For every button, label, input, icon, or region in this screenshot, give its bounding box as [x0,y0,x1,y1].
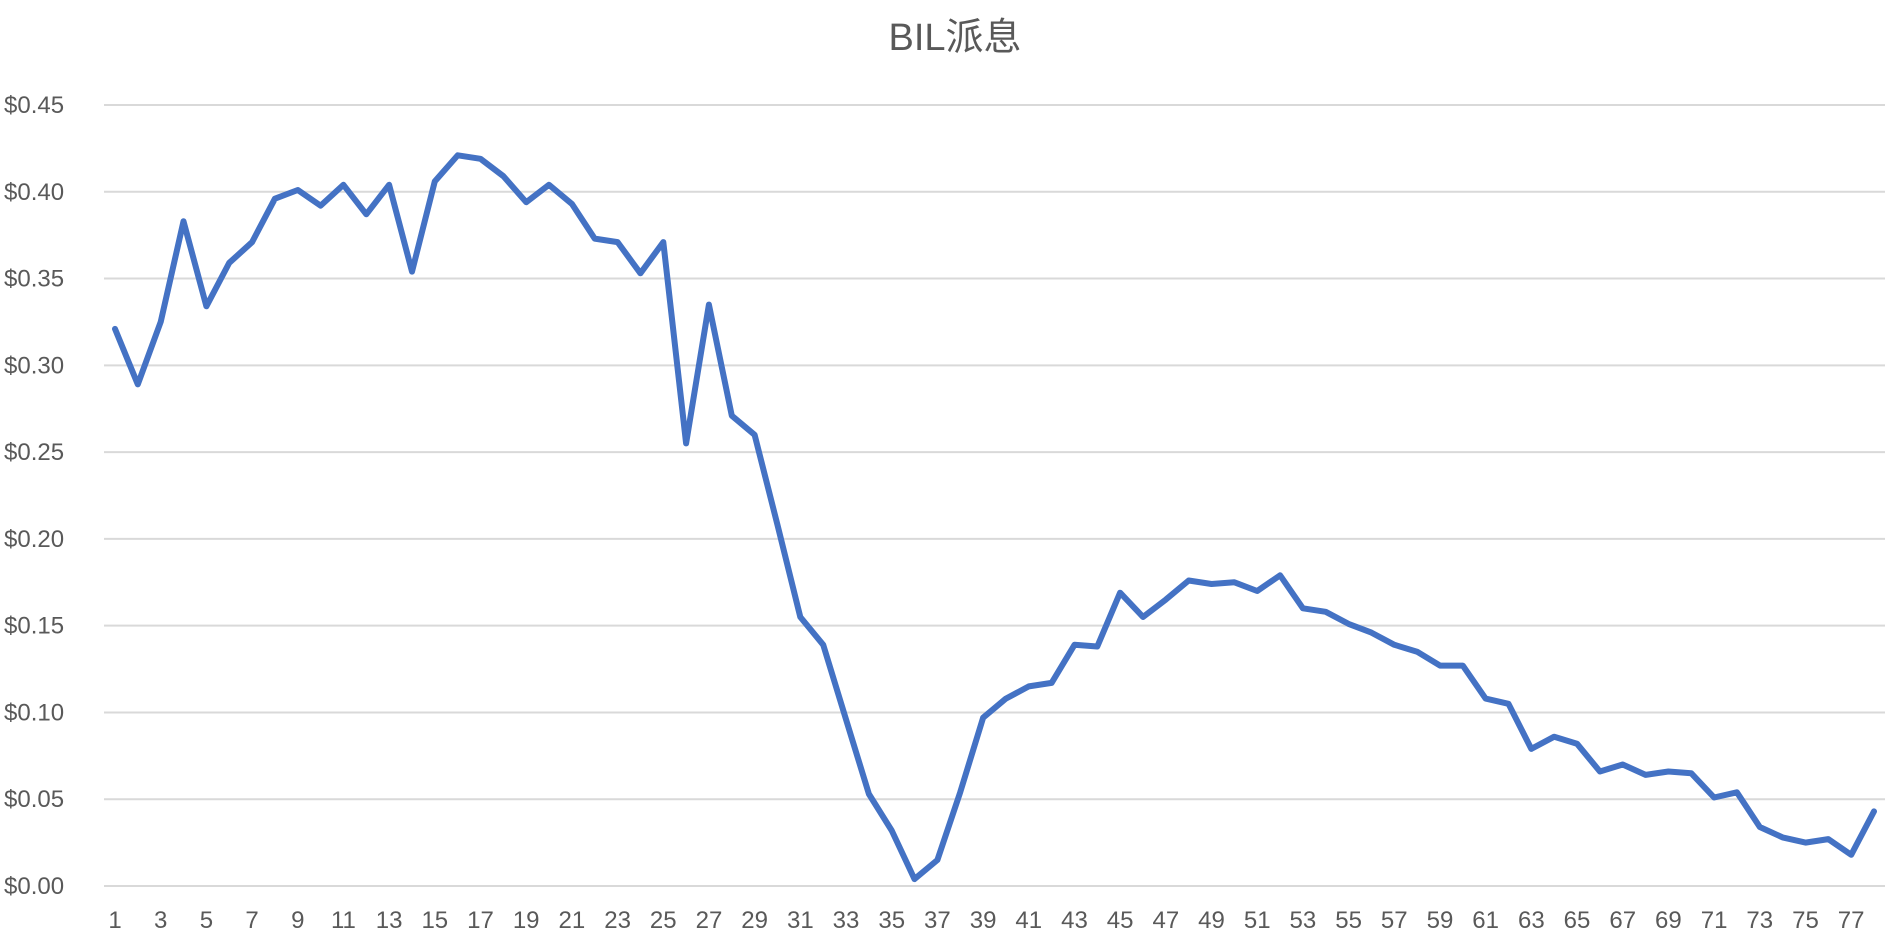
y-tick-label: $0.05 [4,786,64,813]
x-tick-label: 53 [1290,907,1317,934]
x-tick-label: 19 [513,907,540,934]
x-tick-label: 39 [970,907,997,934]
x-tick-label: 47 [1152,907,1179,934]
series-line [112,152,1877,883]
x-tick-label: 21 [559,907,586,934]
y-tick-label: $0.15 [4,613,64,640]
x-tick-label: 7 [245,907,258,934]
y-tick-label: $0.35 [4,266,64,293]
x-tick-label: 31 [787,907,814,934]
x-tick-label: 41 [1015,907,1042,934]
x-tick-label: 57 [1381,907,1408,934]
y-axis-ticks: $0.00 $0.05 $0.10 $0.15 $0.20 $0.25 $0.30 $0.35… [4,92,64,900]
x-tick-label: 65 [1564,907,1591,934]
x-tick-label: 69 [1655,907,1682,934]
x-tick-label: 35 [878,907,905,934]
gridlines [104,104,1885,887]
x-tick-label: 23 [604,907,631,934]
series [112,152,1877,883]
x-tick-label: 77 [1838,907,1865,934]
x-tick-label: 51 [1244,907,1271,934]
y-tick-label: $0.45 [4,92,64,119]
x-tick-label: 67 [1609,907,1636,934]
chart-title: BIL派息 [888,17,1021,59]
x-tick-label: 75 [1792,907,1819,934]
x-tick-label: 11 [331,907,356,934]
x-tick-label: 49 [1198,907,1225,934]
x-axis-ticks: 1 3 5 7 9 11 13 15 17 19 21 23 25 27 29 31 33 35 37 39 41 43 4… [108,907,1864,934]
x-tick-label: 37 [924,907,951,934]
y-tick-label: $0.20 [4,526,64,553]
x-tick-label: 3 [154,907,167,934]
x-tick-label: 33 [833,907,860,934]
y-tick-label: $0.10 [4,699,64,726]
x-tick-label: 13 [376,907,403,934]
x-tick-label: 29 [741,907,768,934]
x-tick-label: 15 [421,907,448,934]
x-tick-label: 55 [1335,907,1362,934]
y-tick-label: $0.40 [4,179,64,206]
y-tick-label: $0.30 [4,352,64,379]
x-tick-label: 25 [650,907,677,934]
x-tick-label: 17 [467,907,494,934]
x-tick-label: 9 [291,907,304,934]
x-tick-label: 63 [1518,907,1545,934]
x-tick-label: 59 [1427,907,1454,934]
x-tick-label: 61 [1472,907,1499,934]
x-tick-label: 71 [1701,907,1728,934]
x-tick-label: 45 [1107,907,1134,934]
y-tick-label: $0.25 [4,439,64,466]
x-tick-label: 43 [1061,907,1088,934]
x-tick-label: 5 [200,907,213,934]
y-tick-label: $0.00 [4,873,64,900]
x-tick-label: 1 [108,907,121,934]
x-tick-label: 73 [1746,907,1773,934]
x-tick-label: 27 [696,907,723,934]
